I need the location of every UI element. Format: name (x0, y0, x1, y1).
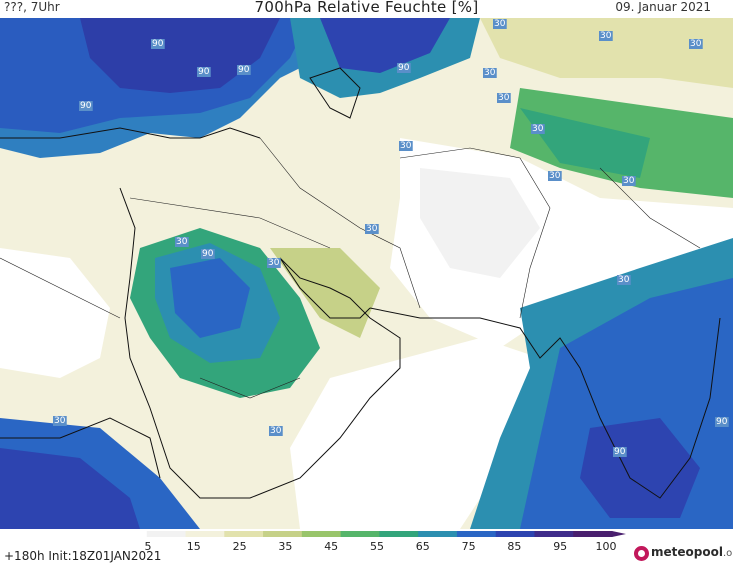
humidity-area-gulf (270, 248, 380, 338)
contour-label: 30 (366, 224, 378, 234)
contour-label-bg (715, 417, 729, 427)
contour-label-bg (365, 224, 379, 234)
contour-label: 30 (494, 19, 506, 29)
legend-swatch (185, 531, 225, 537)
map-title: 700hPa Relative Feuchte [%] (254, 0, 479, 16)
legend-tick-label: 5 (145, 540, 152, 553)
contour-label: 30 (549, 171, 561, 181)
legend-swatch (146, 531, 187, 537)
contour-label: 30 (532, 124, 544, 134)
contour-label-bg (175, 237, 189, 247)
legend-tick-label: 15 (187, 540, 201, 553)
legend-swatch (573, 531, 613, 537)
contour-label: 90 (152, 39, 164, 49)
legend-bar: 5 15 25 35 45 55 65 75 85 95 100 (108, 531, 626, 553)
dry-area-west (0, 248, 110, 378)
contour-label-bg (399, 141, 413, 151)
contour-label: 90 (202, 249, 214, 259)
contour-label-bg (548, 171, 562, 181)
dry-area-core (420, 168, 540, 278)
legend-tick-label: 95 (553, 540, 567, 553)
legend-swatch (495, 531, 535, 537)
legend-swatch (534, 531, 574, 537)
brand-logo[interactable]: meteopool.org (634, 545, 733, 565)
legend-swatch (301, 531, 342, 537)
contour-label-bg (689, 39, 703, 49)
humidity-map: 90 30 30 30 30 30 30 30 30 30 30 90 30 3… (0, 18, 733, 529)
contour-label-bg (53, 416, 67, 426)
legend-tick-label: 45 (324, 540, 338, 553)
contour-label-bg (613, 447, 627, 457)
contour-label: 30 (498, 93, 510, 103)
contour-label-bg (622, 176, 636, 186)
color-legend: 5 15 25 35 45 55 65 75 85 95 100 (0, 529, 733, 566)
contour-label-bg (617, 275, 631, 285)
contour-label-bg (267, 258, 281, 268)
legend-swatch (108, 531, 148, 537)
humidity-area-arabia-core (170, 258, 250, 338)
humidity-area-ne-teal (520, 108, 650, 178)
contour-label: 30 (54, 416, 66, 426)
contour-label: 90 (614, 447, 626, 457)
contour-label: 30 (484, 68, 496, 78)
contour-label: 30 (400, 141, 412, 151)
legend-swatch (340, 531, 380, 537)
humidity-area-horn-core (0, 448, 140, 529)
legend-tick-label: 85 (507, 540, 521, 553)
contour-label-bg (531, 124, 545, 134)
legend-tick-label: 55 (370, 540, 384, 553)
legend-max-arrow (612, 531, 626, 537)
dry-area-arabian-sea (290, 338, 540, 529)
coastlines (0, 67, 721, 499)
humidity-area-caspian-core (320, 18, 450, 73)
contour-label: 30 (600, 31, 612, 41)
valid-time-label: ???, 7Uhr (4, 0, 60, 14)
contour-label-bg (483, 68, 497, 78)
contour-label-bg (237, 65, 251, 75)
contour-labels: 90 30 30 30 30 30 30 30 30 30 30 90 30 3… (53, 19, 729, 457)
contour-label-bg (79, 101, 93, 111)
contour-label: 30 (270, 426, 282, 436)
contour-label-bg (493, 19, 507, 29)
model-run-info: +180h Init:18Z01JAN2021 (4, 549, 162, 563)
contour-label: 30 (623, 176, 635, 186)
contour-label: 30 (618, 275, 630, 285)
humidity-area-india-core (580, 418, 700, 518)
valid-date: 09. Januar 2021 (615, 0, 711, 14)
humidity-area-ne (480, 18, 733, 88)
contour-label-bg (497, 93, 511, 103)
humidity-area-nw-core (80, 18, 280, 93)
brand-name-main: meteopool (651, 545, 723, 559)
contour-label-bg (151, 39, 165, 49)
legend-tick-label: 65 (416, 540, 430, 553)
legend-tick-label: 25 (233, 540, 247, 553)
contour-label: 90 (716, 417, 728, 427)
contour-label-bg (197, 67, 211, 77)
legend-swatch (224, 531, 264, 537)
legend-tick-label: 100 (596, 540, 617, 553)
legend-swatch (456, 531, 497, 537)
legend-swatch (263, 531, 303, 537)
legend-tick-label: 35 (278, 540, 292, 553)
contour-label-bg (599, 31, 613, 41)
contour-label: 90 (80, 101, 92, 111)
legend-swatch (379, 531, 419, 537)
map-canvas: 90 30 30 30 30 30 30 30 30 30 30 90 30 3… (0, 18, 733, 529)
contour-label: 30 (176, 237, 188, 247)
borders (0, 137, 701, 399)
brand-name: meteopool.org (651, 545, 733, 559)
contour-label: 90 (198, 67, 210, 77)
contour-label: 90 (398, 63, 410, 73)
legend-swatch (418, 531, 458, 537)
contour-label: 30 (268, 258, 280, 268)
contour-label-bg (201, 249, 215, 259)
header-bar: ???, 7Uhr 700hPa Relative Feuchte [%] 09… (0, 0, 733, 18)
meteopool-logo-icon (634, 546, 649, 561)
contour-label: 30 (690, 39, 702, 49)
contour-label: 90 (238, 65, 250, 75)
legend-tick-label: 75 (462, 540, 476, 553)
contour-label-bg (269, 426, 283, 436)
brand-tld: .org (722, 548, 733, 559)
contour-label-bg (397, 63, 411, 73)
